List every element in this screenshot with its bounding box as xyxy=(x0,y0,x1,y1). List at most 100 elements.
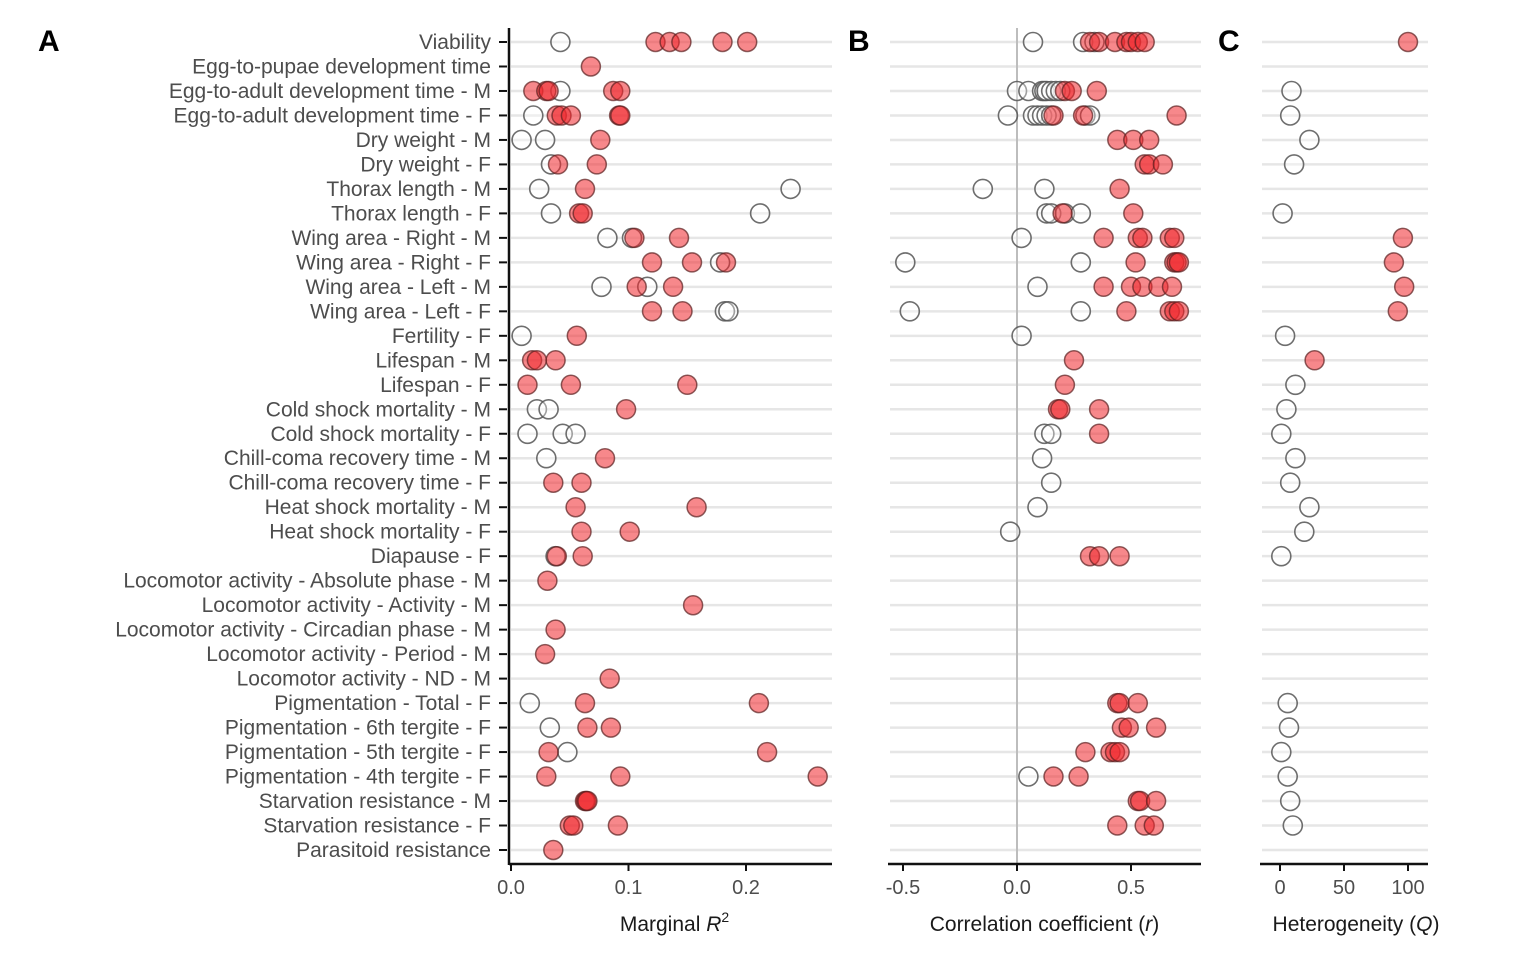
data-point-nonsignificant xyxy=(591,276,612,298)
data-point-significant xyxy=(610,766,631,787)
panel-letter-b: B xyxy=(848,25,870,58)
data-point-nonsignificant xyxy=(1299,496,1320,518)
data-point-nonsignificant xyxy=(534,129,556,151)
x-axis-title-symbol: Q xyxy=(1416,913,1432,936)
data-point-significant xyxy=(1109,692,1130,714)
row-label: Egg-to-adult development time - M xyxy=(169,80,491,103)
data-points xyxy=(1271,31,1419,836)
data-point-significant xyxy=(572,203,593,224)
x-axis-title: Correlation coefficient (r) xyxy=(930,913,1160,936)
x-axis-title-text: Marginal xyxy=(620,913,706,936)
x-axis-title-end: ) xyxy=(1432,913,1439,936)
data-point-nonsignificant xyxy=(999,521,1021,543)
data-point-significant xyxy=(1168,301,1190,322)
data-point-nonsignificant xyxy=(1282,815,1304,836)
data-point-significant xyxy=(599,668,620,689)
row-label: Wing area - Right - M xyxy=(291,227,491,250)
data-point-significant xyxy=(1043,105,1064,126)
data-point-significant xyxy=(1397,31,1419,53)
data-point-nonsignificant xyxy=(1276,398,1297,420)
data-point-significant xyxy=(624,227,645,249)
data-point-nonsignificant xyxy=(1022,31,1044,53)
data-point-nonsignificant xyxy=(1070,203,1092,224)
row-label: Wing area - Right - F xyxy=(296,251,491,274)
data-point-nonsignificant xyxy=(894,252,916,273)
data-point-nonsignificant xyxy=(1018,766,1039,787)
data-point-nonsignificant xyxy=(1281,80,1302,102)
data-point-significant xyxy=(594,447,616,469)
data-point-nonsignificant xyxy=(1278,717,1300,738)
x-axis-title: Marginal R2 xyxy=(620,909,730,936)
data-point-significant xyxy=(1118,717,1139,738)
data-point-significant xyxy=(1061,80,1082,102)
data-point-significant xyxy=(682,594,704,616)
row-label: Viability xyxy=(419,31,491,54)
x-tick-label: 0.5 xyxy=(1117,877,1145,899)
row-label: Thorax length - F xyxy=(331,202,491,225)
row-label: Pigmentation - 4th tergite - F xyxy=(225,766,491,789)
data-point-significant xyxy=(1063,350,1085,371)
x-axis-title-symbol: R xyxy=(706,913,721,936)
row-label: Chill-coma recovery time - F xyxy=(228,472,491,495)
data-point-significant xyxy=(526,350,548,371)
data-point-nonsignificant xyxy=(1271,545,1292,567)
data-point-significant xyxy=(681,252,703,273)
data-point-significant xyxy=(1088,545,1110,567)
data-point-significant xyxy=(1109,741,1130,763)
row-label: Locomotor activity - Period - M xyxy=(206,643,491,666)
data-point-nonsignificant xyxy=(1040,472,1062,494)
data-point-significant xyxy=(1043,766,1064,787)
data-point-significant xyxy=(574,692,596,714)
data-point-nonsignificant xyxy=(1294,521,1315,543)
data-point-significant xyxy=(543,472,564,493)
data-point-significant xyxy=(1088,423,1110,445)
row-label: Cold shock mortality - M xyxy=(266,398,491,421)
data-point-significant xyxy=(580,56,602,77)
data-point-significant xyxy=(600,717,622,738)
data-point-significant xyxy=(607,815,629,836)
data-point-significant xyxy=(1123,203,1144,224)
data-point-nonsignificant xyxy=(1277,766,1298,787)
data-point-nonsignificant xyxy=(1279,105,1301,126)
row-label: Chill-coma recovery time - M xyxy=(224,447,491,470)
data-point-significant xyxy=(574,178,596,200)
data-point-significant xyxy=(546,545,568,567)
x-tick-label: 0 xyxy=(1274,877,1285,899)
x-tick-label: 50 xyxy=(1333,877,1355,899)
row-label: Dry weight - M xyxy=(356,129,491,152)
data-point-significant xyxy=(538,80,559,102)
data-point-nonsignificant xyxy=(539,717,561,738)
data-point-nonsignificant xyxy=(1027,276,1048,298)
data-point-significant xyxy=(571,521,592,542)
x-tick-label: 0.2 xyxy=(732,877,760,899)
data-points xyxy=(894,31,1190,836)
data-point-nonsignificant xyxy=(1271,423,1292,445)
data-point-significant xyxy=(1093,276,1114,298)
data-point-significant xyxy=(1132,227,1153,249)
data-point-significant xyxy=(615,399,637,420)
data-point-significant xyxy=(1304,350,1325,371)
row-label: Heat shock mortality - M xyxy=(265,496,491,519)
data-point-significant xyxy=(565,496,586,518)
data-point-significant xyxy=(545,350,566,371)
data-point-significant xyxy=(590,129,611,151)
row-label: Pigmentation - 6th tergite - F xyxy=(225,717,491,740)
data-point-nonsignificant xyxy=(535,447,557,469)
row-label: Locomotor activity - ND - M xyxy=(237,668,491,691)
data-point-significant xyxy=(641,301,663,322)
data-point-significant xyxy=(1107,815,1128,836)
data-point-nonsignificant xyxy=(899,300,921,322)
data-point-nonsignificant xyxy=(526,398,548,420)
x-tick-label: 0.0 xyxy=(497,877,525,899)
data-point-nonsignificant xyxy=(1034,423,1055,445)
data-point-nonsignificant xyxy=(597,227,618,249)
data-point-nonsignificant xyxy=(540,203,562,224)
data-point-nonsignificant xyxy=(1277,692,1298,714)
x-axis-title-symbol: r xyxy=(1145,913,1153,936)
data-point-significant xyxy=(1088,399,1110,420)
data-point-significant xyxy=(686,496,707,518)
data-point-significant xyxy=(610,80,631,102)
row-label: Locomotor activity - Circadian phase - M xyxy=(115,619,491,642)
data-point-significant xyxy=(577,790,598,812)
